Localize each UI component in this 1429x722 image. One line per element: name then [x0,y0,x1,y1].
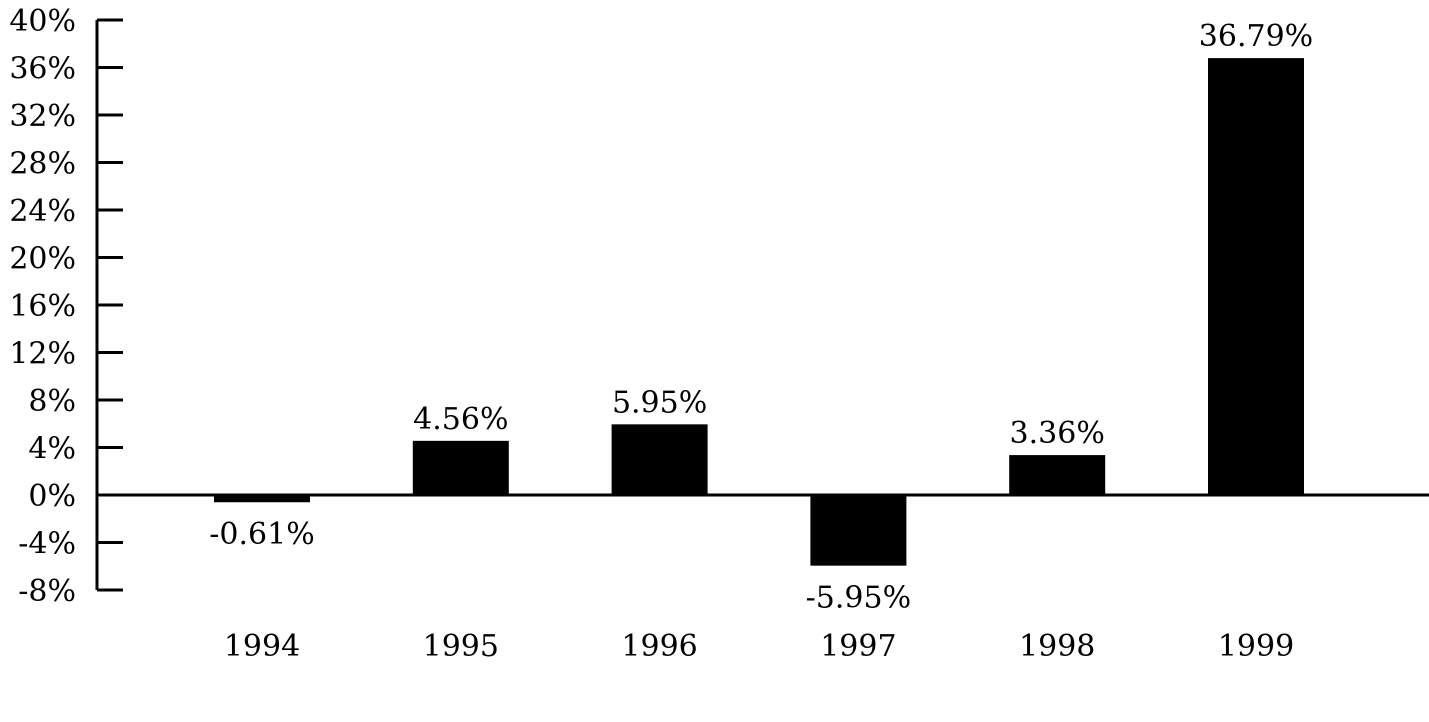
y-axis: 40% 36% 32% 28% 24% 20% 16% 12% 8% 4% 0% -4% -8% [9,4,1429,609]
bar-1998 [1009,455,1106,495]
bar-1997 [810,495,907,566]
x-tick-label-1995: 1995 [423,629,499,664]
y-tick-label: 36% [9,52,76,87]
x-tick-label-1996: 1996 [621,629,697,664]
y-tick-label: 40% [9,4,76,39]
y-tick-label: 24% [9,194,76,229]
data-label-1994: -0.61% [209,517,314,552]
y-tick-label: 12% [9,337,76,372]
data-labels: -0.61% 4.56% 5.95% -5.95% 3.36% 36.79% [209,19,1313,616]
data-label-1997: -5.95% [806,581,911,616]
y-tick-label: -4% [18,527,76,562]
y-tick-label: 8% [28,384,76,419]
x-tick-label-1998: 1998 [1019,629,1095,664]
y-tick-label: 32% [9,99,76,134]
bar-1999 [1208,58,1304,496]
x-tick-label-1994: 1994 [224,629,300,664]
data-label-1998: 3.36% [1010,416,1105,451]
y-tick-label: 16% [9,289,76,324]
x-tick-label-1997: 1997 [820,629,896,664]
y-tick-label: 0% [28,479,76,514]
y-tick-label: 28% [9,147,76,182]
bar-1995 [412,440,509,495]
data-label-1995: 4.56% [413,402,508,437]
x-axis-labels: 1994 1995 1996 1997 1998 1999 [224,629,1294,664]
bars [214,58,1304,566]
data-label-1996: 5.95% [612,385,707,420]
bar-1994 [214,495,310,503]
y-tick-label: -8% [18,574,76,609]
data-label-1999: 36.79% [1199,19,1313,54]
y-tick-label: 4% [28,432,76,467]
y-tick-label: 20% [9,242,76,277]
x-tick-label-1999: 1999 [1218,629,1294,664]
bar-1996 [611,424,708,495]
